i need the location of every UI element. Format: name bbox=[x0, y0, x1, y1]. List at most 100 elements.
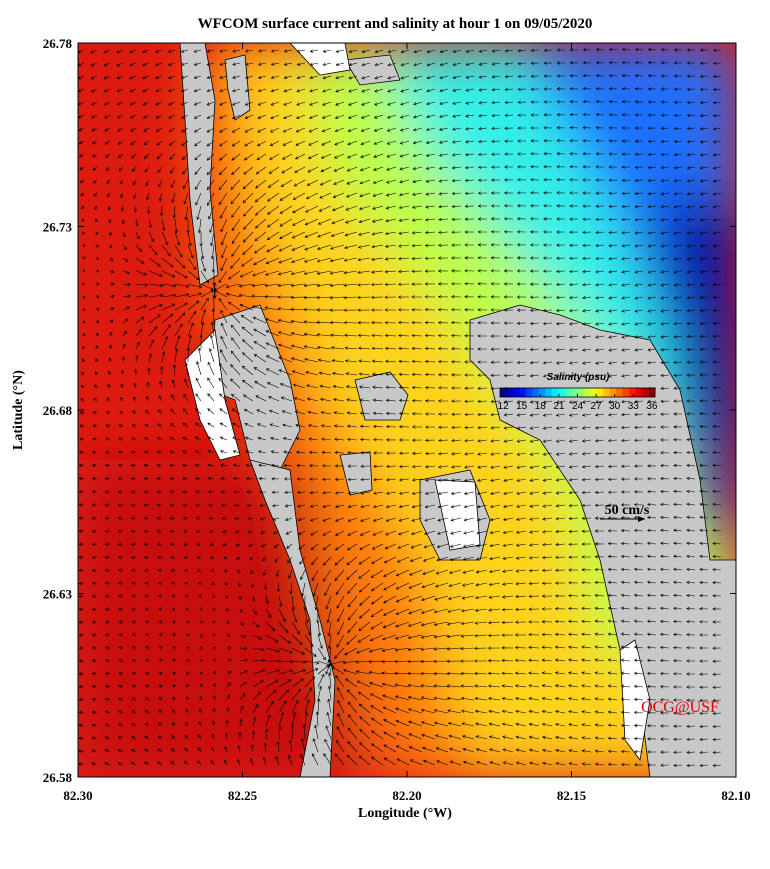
current-arrow bbox=[556, 152, 566, 156]
current-arrow bbox=[594, 439, 605, 443]
current-arrow bbox=[254, 218, 267, 229]
current-arrow bbox=[296, 75, 306, 80]
colorbar-cell bbox=[519, 388, 527, 397]
current-arrow bbox=[607, 606, 618, 610]
current-arrow bbox=[543, 87, 553, 91]
current-arrow bbox=[686, 646, 696, 650]
current-arrow bbox=[254, 192, 267, 203]
current-arrow bbox=[278, 621, 289, 634]
current-arrow bbox=[568, 762, 579, 766]
current-arrow bbox=[343, 308, 358, 312]
current-arrow bbox=[464, 347, 475, 351]
current-arrow bbox=[712, 347, 722, 351]
current-arrow bbox=[103, 49, 111, 54]
current-arrow bbox=[647, 139, 657, 143]
current-arrow bbox=[226, 670, 232, 675]
current-arrow bbox=[620, 567, 631, 572]
current-arrow bbox=[259, 517, 267, 521]
current-arrow bbox=[168, 88, 176, 93]
current-arrow bbox=[699, 257, 709, 261]
current-arrow bbox=[712, 450, 722, 455]
current-arrow bbox=[673, 438, 683, 442]
current-arrow bbox=[304, 660, 320, 665]
current-arrow bbox=[278, 712, 285, 727]
current-arrow bbox=[131, 620, 137, 624]
current-arrow bbox=[222, 542, 228, 547]
current-arrow bbox=[291, 634, 303, 646]
current-arrow bbox=[450, 517, 462, 522]
current-arrow bbox=[568, 671, 579, 675]
current-arrow bbox=[413, 101, 423, 106]
current-arrow bbox=[634, 412, 644, 417]
current-arrow bbox=[198, 594, 203, 598]
current-arrow bbox=[699, 515, 709, 520]
current-arrow bbox=[104, 710, 111, 714]
current-arrow bbox=[673, 763, 683, 768]
current-arrow bbox=[304, 357, 319, 363]
current-arrow bbox=[155, 101, 163, 106]
current-arrow bbox=[290, 357, 306, 363]
current-arrow bbox=[227, 301, 241, 311]
current-arrow bbox=[346, 754, 358, 766]
current-arrow bbox=[438, 204, 449, 209]
current-arrow bbox=[451, 373, 462, 377]
current-arrow bbox=[80, 398, 85, 402]
colorbar-cell bbox=[629, 388, 637, 397]
current-arrow bbox=[109, 331, 113, 337]
current-arrow bbox=[288, 739, 293, 753]
current-arrow bbox=[132, 179, 137, 186]
current-arrow bbox=[385, 438, 397, 442]
current-arrow bbox=[117, 529, 124, 533]
current-arrow bbox=[122, 343, 126, 350]
current-arrow bbox=[569, 61, 579, 65]
current-arrow bbox=[646, 567, 657, 571]
current-arrow bbox=[477, 217, 488, 221]
current-arrow bbox=[347, 740, 358, 753]
current-arrow bbox=[117, 127, 124, 132]
current-arrow bbox=[621, 361, 631, 365]
current-arrow bbox=[699, 48, 709, 52]
current-arrow bbox=[233, 490, 241, 494]
current-arrow bbox=[303, 320, 319, 324]
current-arrow bbox=[183, 192, 189, 205]
current-arrow bbox=[647, 373, 657, 378]
current-arrow bbox=[181, 127, 189, 133]
current-arrow bbox=[424, 320, 436, 325]
current-arrow bbox=[423, 759, 436, 766]
current-arrow bbox=[634, 47, 644, 52]
current-arrow bbox=[357, 634, 371, 643]
current-arrow bbox=[359, 742, 371, 753]
current-arrow bbox=[503, 413, 514, 417]
current-arrow bbox=[660, 724, 670, 728]
current-arrow bbox=[673, 296, 683, 300]
current-arrow bbox=[569, 152, 579, 156]
current-arrow bbox=[712, 179, 722, 183]
current-arrow bbox=[109, 294, 115, 299]
current-arrow bbox=[385, 205, 397, 210]
current-arrow bbox=[131, 581, 137, 585]
current-arrow bbox=[490, 282, 501, 286]
current-arrow bbox=[395, 719, 410, 727]
current-arrow bbox=[712, 737, 722, 742]
current-arrow bbox=[104, 127, 111, 132]
current-arrow bbox=[399, 140, 410, 145]
current-arrow bbox=[699, 476, 709, 481]
current-arrow bbox=[322, 504, 332, 509]
current-arrow bbox=[517, 74, 527, 79]
current-arrow bbox=[297, 530, 306, 535]
current-arrow bbox=[372, 530, 384, 536]
current-arrow bbox=[122, 244, 127, 250]
current-arrow bbox=[646, 606, 657, 610]
current-arrow bbox=[236, 758, 241, 766]
current-arrow bbox=[451, 438, 462, 443]
current-arrow bbox=[193, 62, 202, 66]
current-arrow bbox=[386, 478, 397, 482]
current-arrow bbox=[252, 716, 257, 727]
current-arrow bbox=[208, 503, 215, 507]
current-arrow bbox=[621, 438, 631, 443]
current-arrow bbox=[334, 569, 345, 582]
current-arrow bbox=[250, 744, 254, 753]
current-arrow bbox=[452, 62, 462, 67]
current-arrow bbox=[528, 671, 540, 675]
current-arrow bbox=[568, 568, 578, 572]
